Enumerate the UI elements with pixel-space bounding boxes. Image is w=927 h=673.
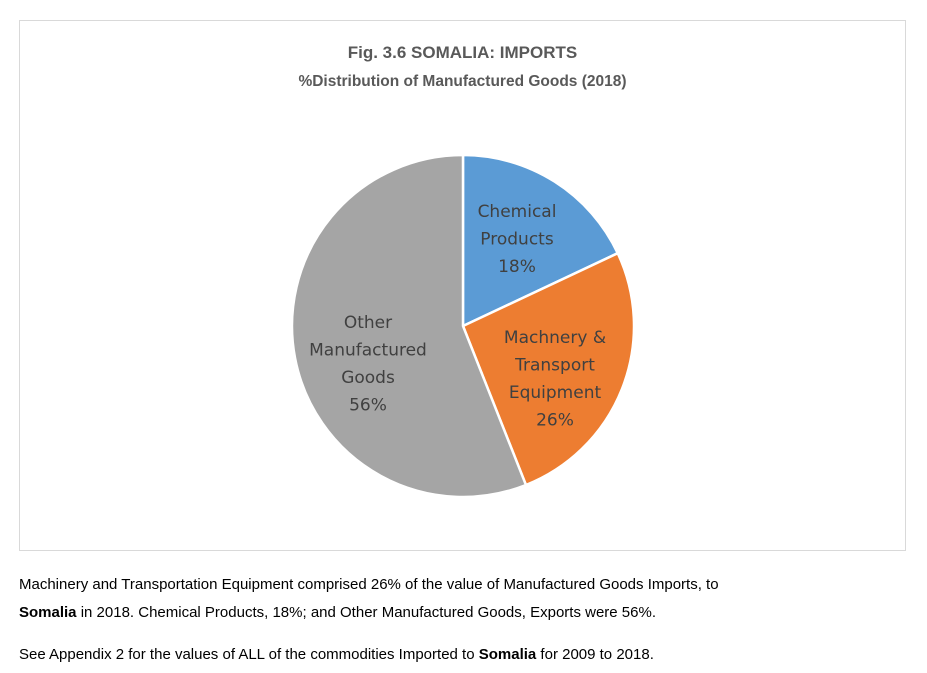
caption-line-1-text: Machinery and Transportation Equipment c… (19, 576, 719, 593)
slice-label-2: Machnery & Transport Equipment 26% (504, 328, 606, 431)
chart-frame: Fig. 3.6 SOMALIA: IMPORTS %Distribution … (19, 20, 906, 551)
caption-line-3: See Appendix 2 for the values of ALL of … (19, 646, 654, 663)
slice-name-line: Products (480, 230, 554, 250)
pie-slice-1 (461, 153, 619, 328)
slice-name-line: Goods (341, 368, 395, 388)
pie-slice-2 (461, 251, 636, 487)
slice-label-3: Other Manufactured Goods 56% (309, 313, 427, 416)
slice-name-line: Other (344, 313, 392, 333)
slice-name-line: Chemical (478, 202, 557, 222)
pie-chart: Chemical Products 18% Machnery & Transport Eq… (290, 153, 636, 499)
caption-country: Somalia (478, 646, 537, 663)
chart-subtitle: %Distribution of Manufactured Goods (201… (298, 73, 627, 90)
slice-label-1: Chemical Products 18% (478, 202, 557, 277)
caption-country: Somalia (19, 604, 77, 621)
slice-value-label: 26% (536, 411, 574, 431)
caption-line-3-suffix: for 2009 to 2018. (536, 646, 654, 663)
chart-title: Fig. 3.6 SOMALIA: IMPORTS (347, 43, 578, 62)
slice-name-line: Equipment (509, 383, 602, 403)
pie-slice-3 (290, 153, 528, 499)
slice-name-line: Manufactured (309, 341, 427, 361)
caption-line-1: Machinery and Transportation Equipment c… (19, 576, 719, 593)
slice-name-line: Machnery & (504, 328, 606, 348)
caption-line-3-prefix: See Appendix 2 for the values of ALL of … (19, 646, 479, 663)
slice-value-label: 56% (349, 396, 387, 416)
slice-name-line: Transport (514, 356, 595, 376)
caption-line-2-text: in 2018. Chemical Products, 18%; and Oth… (76, 604, 657, 621)
caption-line-2: Somalia in 2018. Chemical Products, 18%;… (19, 604, 656, 621)
slice-value-label: 18% (498, 257, 536, 277)
